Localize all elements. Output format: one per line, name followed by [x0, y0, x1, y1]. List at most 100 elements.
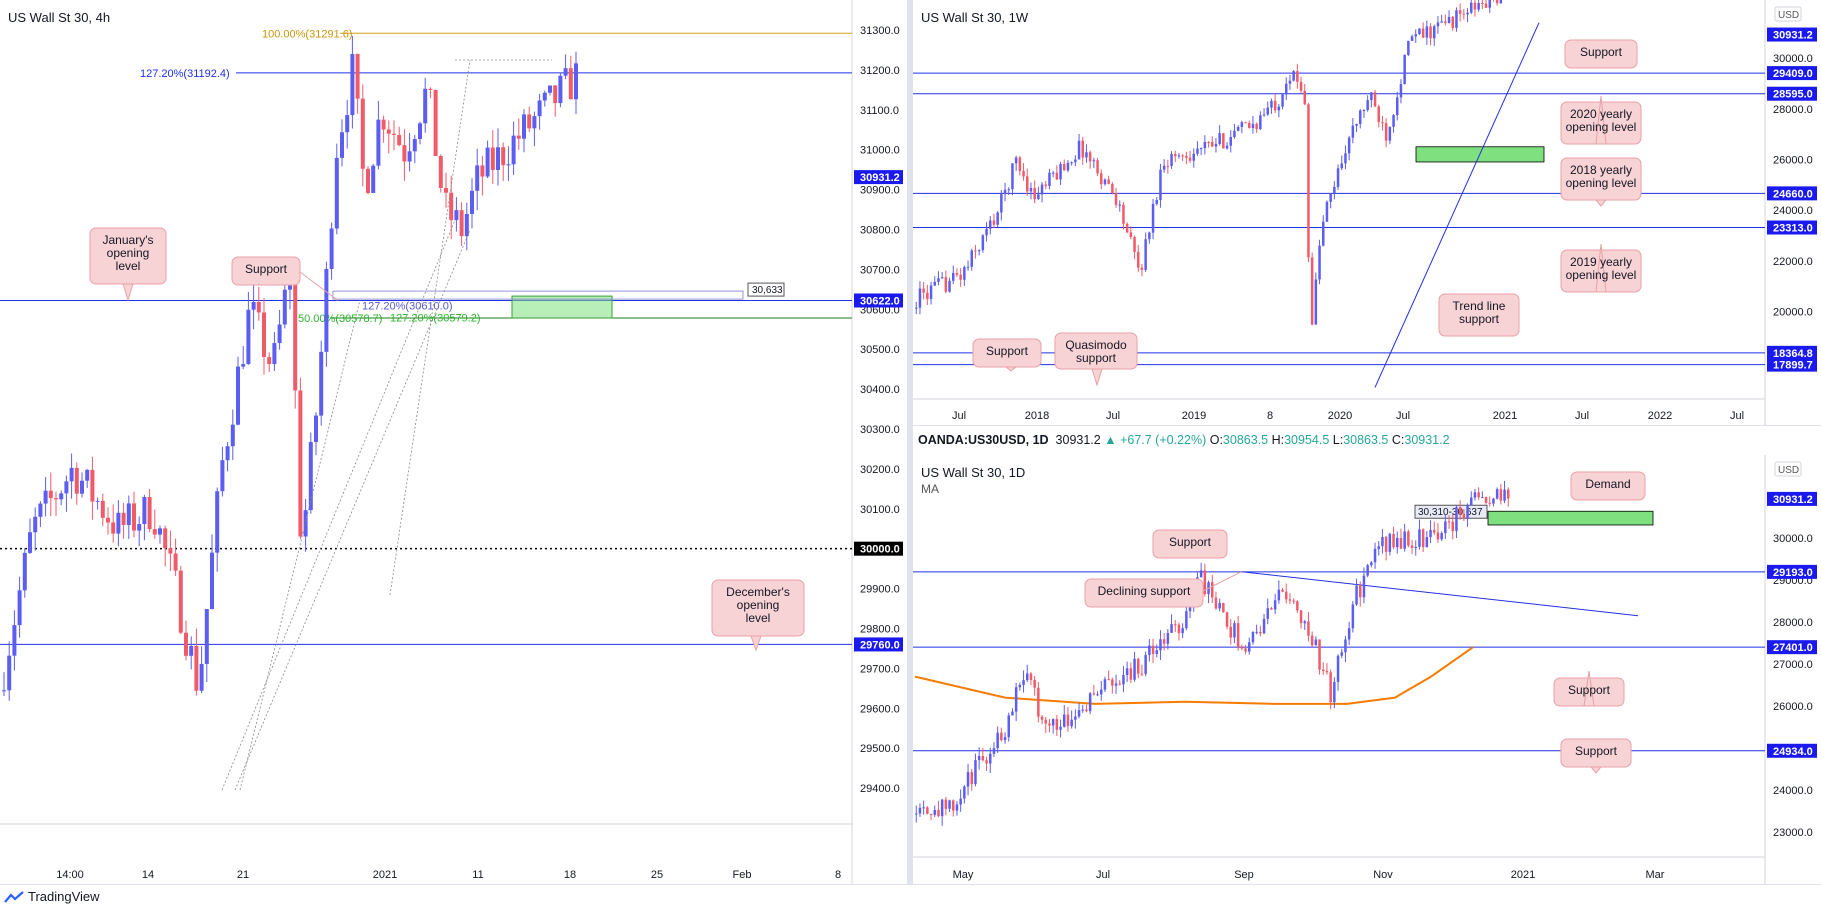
chart-weekly[interactable]: US Wall St 30, 1W USD 30000.0 28000.0 26000.… [913, 0, 1821, 425]
price-tag-label: 24934.0 [1773, 746, 1813, 758]
y-tick-label: 23000.0 [1773, 827, 1813, 839]
candle-body [262, 312, 266, 358]
candle-body [1011, 711, 1014, 716]
y-tick-label: 30000.0 [1773, 53, 1813, 65]
callout-demand-box[interactable] [1570, 471, 1646, 501]
support-zone[interactable] [511, 295, 613, 319]
price-tag-label: 29760.0 [860, 639, 900, 651]
candle-body [449, 192, 454, 221]
candle-body [251, 301, 256, 310]
candle-body [38, 503, 43, 517]
candle-body [1140, 673, 1144, 675]
callout-daily-support-text: Support [1169, 535, 1212, 549]
candle-body [1081, 709, 1084, 711]
candle-body [438, 155, 443, 188]
price-tag [1767, 357, 1817, 372]
x-tick-label: Jul [952, 410, 966, 422]
candle-body [1159, 639, 1162, 651]
candle-body [1018, 157, 1022, 171]
chart-4h-panel[interactable]: US Wall St 30, 4h 31300.0 31200.0 31100.0 31… [0, 0, 907, 884]
candle-body [1262, 618, 1266, 634]
callout-declining-support-box[interactable] [1084, 578, 1204, 608]
candle-body [1066, 714, 1070, 727]
candle-body [1218, 602, 1221, 609]
candle-body [1455, 507, 1458, 532]
chart-title: US Wall St 30, 4h [8, 10, 110, 25]
candle-body [1100, 689, 1103, 695]
candle-body [992, 748, 996, 754]
candle-body [1218, 133, 1221, 145]
candle-body [981, 756, 985, 761]
candle-body [1318, 639, 1321, 670]
candle-body [1148, 232, 1151, 240]
info-close-label: C: [1391, 433, 1405, 447]
candle-body [937, 278, 940, 282]
panel-divider-vertical[interactable] [907, 0, 913, 884]
candle-body [470, 190, 474, 214]
indicator-label: MA [921, 482, 939, 496]
y-tick-label: 30800.0 [860, 224, 900, 236]
candle-body [1229, 626, 1232, 638]
callout-december-opening-pointer [750, 635, 762, 652]
candle-body [1481, 497, 1484, 499]
candle-body [1077, 710, 1081, 717]
candle-body [412, 139, 417, 152]
candle-body [948, 800, 951, 809]
candle-body [132, 503, 136, 531]
y-tick-label: 31300.0 [860, 25, 900, 37]
candle-body [1366, 100, 1369, 111]
candle-body [319, 351, 324, 416]
candle-body [553, 85, 558, 104]
candle-body [501, 147, 506, 166]
candle-body [532, 116, 537, 129]
chart-daily-panel[interactable]: US Wall St 30, 1D MA USD 30000.0 29000.0 2800… [913, 455, 1821, 884]
candle-body [1292, 71, 1295, 81]
chart-weekly-panel[interactable]: US Wall St 30, 1W USD 30000.0 28000.0 26000.… [913, 0, 1821, 425]
candle-body [407, 151, 412, 162]
candle-body [1347, 628, 1351, 640]
candle-body [1307, 104, 1310, 258]
callout-january-opening-text: level [116, 259, 141, 273]
info-symbol: OANDA:US30USD, 1D [918, 433, 1049, 447]
candle-body [1273, 600, 1277, 610]
candle-body [933, 281, 936, 286]
candle-body [1033, 188, 1036, 200]
y-tick-label: 30400.0 [860, 384, 900, 396]
callout-trend-line-support-box[interactable] [1438, 293, 1520, 337]
candle-body [1162, 639, 1166, 644]
chart-daily[interactable]: US Wall St 30, 1DMAUSD30000.029000.02800… [913, 455, 1821, 884]
trend-line-support [1374, 22, 1540, 388]
candle-body [1507, 489, 1510, 499]
candle-body [1362, 575, 1366, 598]
candle-body [1429, 26, 1432, 39]
callout-weekly-support-box[interactable] [1564, 39, 1638, 69]
y-tick-label: 28000.0 [1773, 104, 1813, 116]
callout-daily-support-27401-pointer [1583, 670, 1595, 707]
candle-body [1177, 624, 1181, 634]
y-tick-label: 31200.0 [860, 65, 900, 77]
candle-body [1244, 648, 1247, 652]
price-tag [1767, 491, 1817, 506]
x-tick-label: 11 [472, 869, 483, 881]
x-tick-label: 2019 [1182, 410, 1206, 422]
candle-body [1003, 737, 1007, 741]
candle-body [1362, 110, 1366, 112]
candle-body [1159, 169, 1162, 201]
demand-zone[interactable] [1487, 510, 1654, 526]
price-tag-label: 30931.2 [1773, 30, 1813, 42]
x-tick-label: Nov [1373, 869, 1393, 881]
y-tick-label: 29900.0 [860, 584, 900, 596]
callout-support-box[interactable] [231, 256, 301, 286]
candle-body [940, 277, 944, 279]
chart-4h[interactable]: US Wall St 30, 4h 31300.0 31200.0 31100.0 31… [0, 0, 907, 884]
price-tag-label: 23313.0 [1773, 222, 1813, 234]
candle-body [1029, 673, 1033, 681]
candle-body [345, 115, 350, 133]
callout-january-opening-text: January's [103, 233, 154, 247]
candle-body [1103, 179, 1107, 185]
tradingview-logo[interactable]: TradingView [4, 889, 100, 904]
candle-body [1148, 645, 1151, 655]
callout-2018-yearly-text: 2018 yearly [1570, 163, 1632, 177]
candle-body [1214, 597, 1218, 609]
candle-body [922, 807, 925, 809]
